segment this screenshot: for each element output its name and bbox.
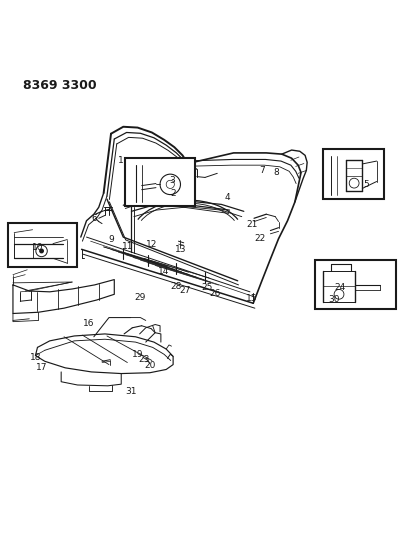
Text: 24: 24 [333,283,345,292]
Text: 21: 21 [246,220,257,229]
Text: 5: 5 [363,180,369,189]
Text: 15: 15 [246,294,257,303]
Text: 29: 29 [134,293,145,302]
Text: 16: 16 [83,319,94,328]
Text: 10: 10 [31,243,43,252]
Bar [125,158,194,206]
Text: 20: 20 [144,361,155,370]
Text: 31: 31 [126,386,137,395]
Text: 8: 8 [273,168,279,177]
Text: 6: 6 [92,214,97,223]
Text: 1: 1 [118,156,124,165]
Circle shape [39,248,44,253]
Text: 22: 22 [254,234,265,243]
Text: 18: 18 [29,353,41,362]
Text: 17: 17 [36,364,47,373]
Text: 23: 23 [138,355,149,364]
Text: 30: 30 [327,295,339,304]
Text: 3: 3 [169,176,175,185]
Text: 28: 28 [170,281,182,290]
Text: 13: 13 [174,245,186,254]
Text: 11: 11 [121,243,133,252]
Bar [323,149,383,199]
Bar [8,223,76,268]
Text: 9: 9 [108,235,114,244]
Text: 12: 12 [146,239,157,248]
Bar [314,260,395,309]
Text: 4: 4 [224,193,230,203]
Text: 7: 7 [259,166,265,175]
Text: 19: 19 [132,350,143,359]
Text: 8369 3300: 8369 3300 [23,78,97,92]
Text: 14: 14 [158,267,169,276]
Text: 27: 27 [178,286,190,295]
Text: 2: 2 [170,189,175,198]
Text: 25: 25 [201,283,212,292]
Text: 26: 26 [209,289,220,298]
